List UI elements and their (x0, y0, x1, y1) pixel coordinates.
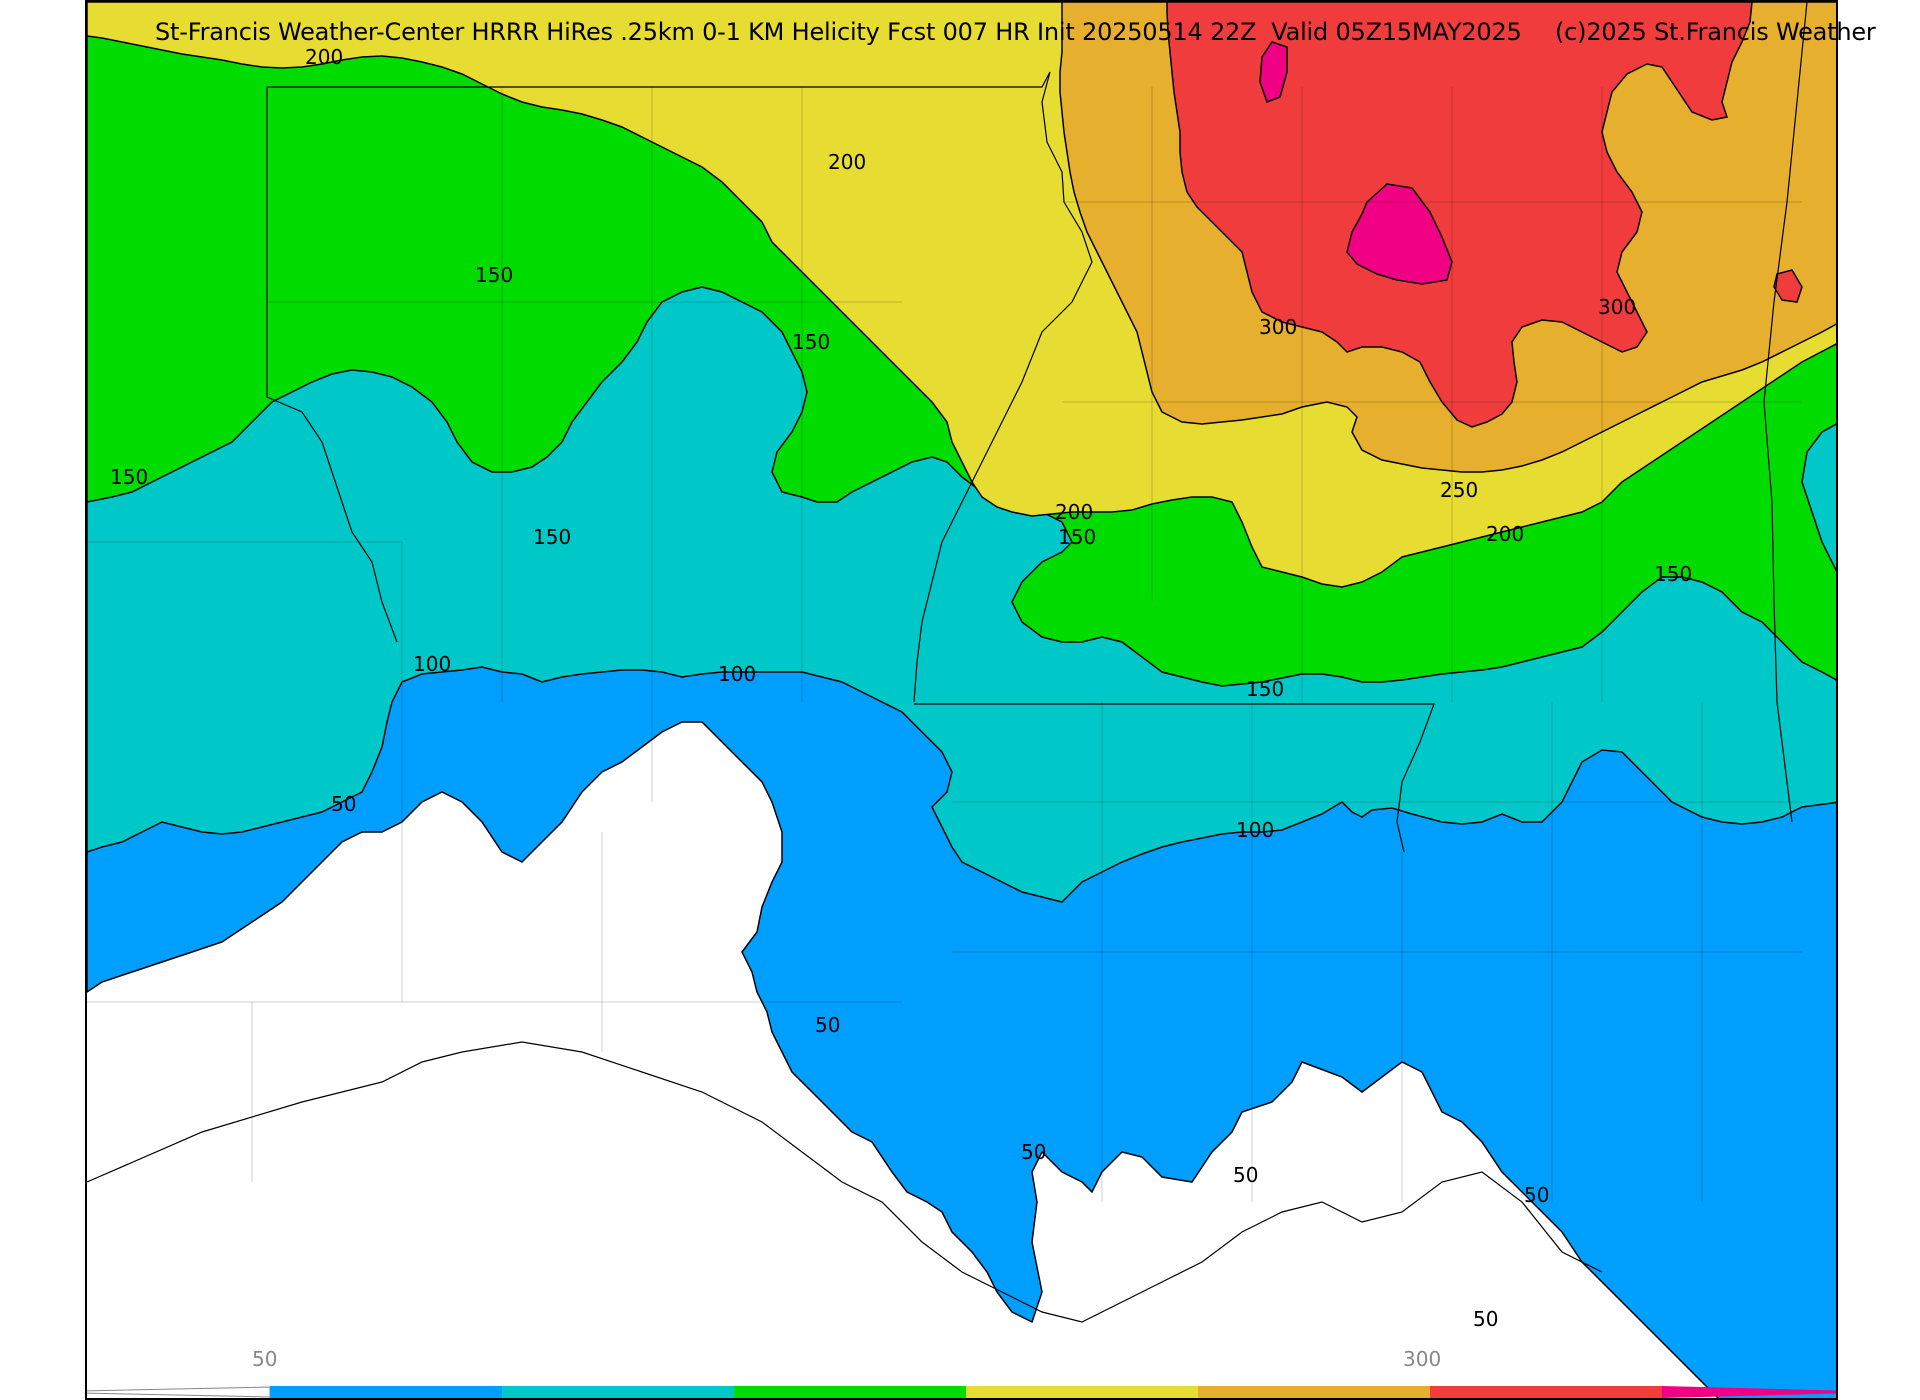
state-border-south (914, 703, 1435, 853)
fill-300-blob-a (1773, 269, 1803, 303)
state-border-east (1763, 2, 1808, 823)
contour-label: 100 (413, 652, 452, 676)
colorbar-segment-1 (270, 1386, 502, 1398)
contour-label: 50 (1233, 1163, 1259, 1187)
contour-label: 150 (110, 465, 149, 489)
colorbar-high-triangle (1662, 1386, 1836, 1398)
contour-label: 50 (1021, 1140, 1047, 1164)
contour-label: 300 (1598, 295, 1637, 319)
contour-label: 150 (533, 525, 572, 549)
contour-label: 150 (1058, 525, 1097, 549)
helicity-map (85, 0, 1838, 1400)
state-border-river (913, 71, 1093, 703)
state-border-north (267, 71, 1051, 88)
colorbar-segment-2 (502, 1386, 734, 1398)
coastline (87, 1041, 1603, 1323)
contour-label: 300 (1259, 315, 1298, 339)
map-title: St-Francis Weather-Center HRRR HiRes .25… (155, 18, 1522, 46)
colorbar-tick-label: 50 (252, 1347, 278, 1371)
contour-label: 100 (718, 662, 757, 686)
colorbar-segment-4 (966, 1386, 1198, 1398)
colorbar-tick-label: 300 (1403, 1347, 1442, 1371)
contour-label: 200 (1486, 522, 1525, 546)
map-copyright: (c)2025 St.Francis Weather (1555, 18, 1876, 46)
contour-label: 200 (305, 45, 344, 69)
contour-label: 50 (815, 1013, 841, 1037)
county-lines (87, 87, 1802, 1202)
contour-label: 150 (1246, 677, 1285, 701)
colorbar-segment-5 (1198, 1386, 1430, 1398)
contour-label: 200 (1055, 500, 1094, 524)
contour-label: 200 (828, 150, 867, 174)
fill-350-plus-2 (1259, 41, 1288, 103)
contour-label: 50 (1473, 1307, 1499, 1331)
contour-label: 100 (1236, 818, 1275, 842)
fill-350-plus-1 (1346, 183, 1453, 285)
state-border-west (266, 87, 398, 643)
contour-label: 50 (1524, 1183, 1550, 1207)
contour-label: 150 (475, 263, 514, 287)
contour-label: 150 (1654, 562, 1693, 586)
fill-300-350 (1166, 2, 1753, 428)
helicity-map-canvas (87, 2, 1836, 1398)
colorbar-segment-6 (1430, 1386, 1662, 1398)
contour-label: 250 (1440, 478, 1479, 502)
contour-label: 150 (792, 330, 831, 354)
colorbar-segment-3 (734, 1386, 966, 1398)
colorbar (87, 1386, 1836, 1398)
contour-label: 50 (331, 792, 357, 816)
